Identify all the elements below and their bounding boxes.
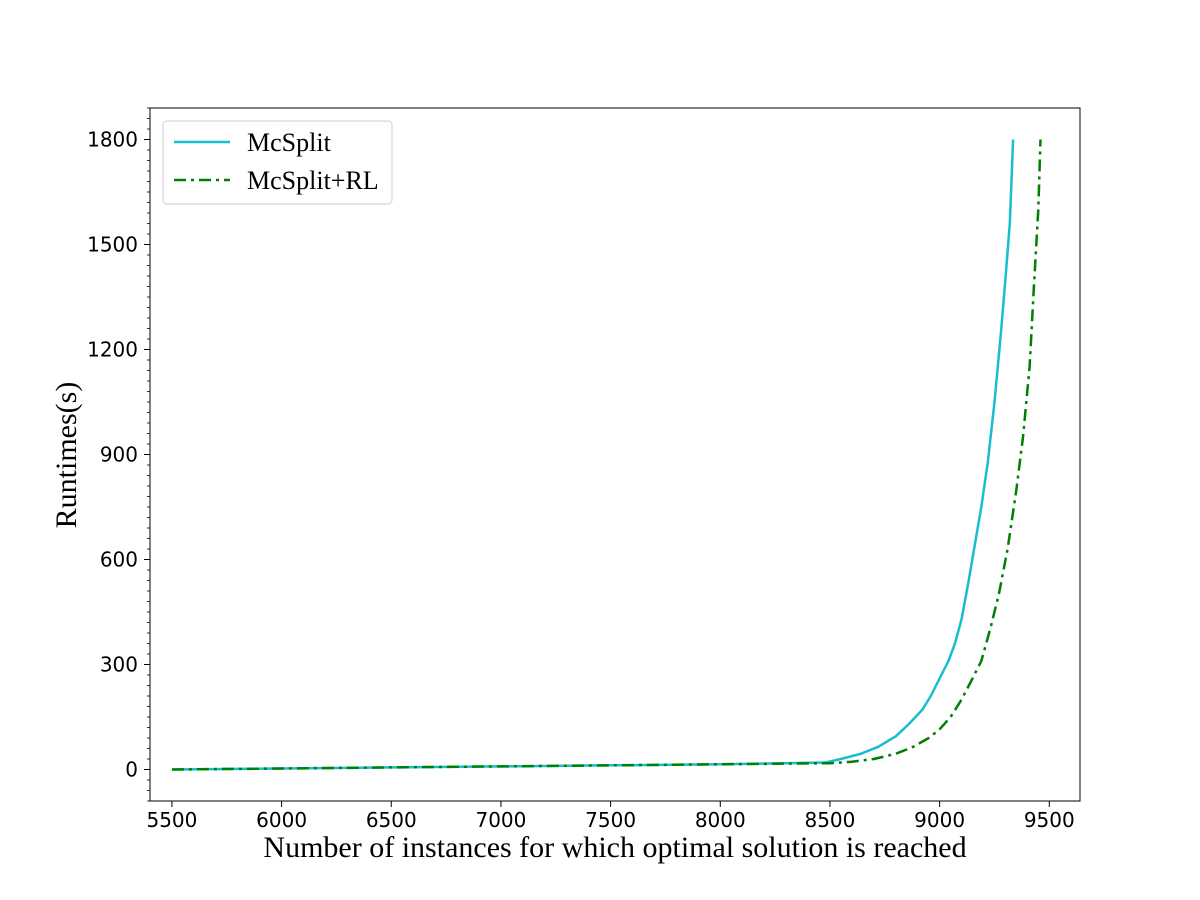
x-tick-label: 6500 (366, 808, 417, 832)
x-tick-label: 8500 (804, 808, 855, 832)
y-tick-label: 0 (125, 758, 138, 782)
x-axis-ticks: 5500 6000 6500 7000 7500 8000 8500 9000 9500 (146, 801, 1075, 832)
y-axis-title: Runtimes(s) (50, 382, 83, 529)
plot-lines (171, 139, 1042, 771)
legend: McSplit McSplit+RL (162, 120, 393, 205)
x-tick-label: 7500 (585, 808, 636, 832)
x-tick-label: 9500 (1024, 808, 1075, 832)
x-tick-label: 5500 (146, 808, 197, 832)
y-tick-label: 1800 (87, 128, 138, 152)
y-tick-label: 900 (100, 443, 138, 467)
x-tick-label: 6000 (256, 808, 307, 832)
y-tick-label: 1200 (87, 338, 138, 362)
plot-frame (149, 107, 1081, 802)
series-line-mcsplit (171, 139, 1015, 771)
legend-label-mcsplit-rl: McSplit+RL (247, 166, 379, 195)
x-tick-label: 7000 (475, 808, 526, 832)
y-axis-minor-ticks (147, 107, 150, 802)
legend-label-mcsplit: McSplit (247, 128, 332, 157)
x-tick-label: 9000 (914, 808, 965, 832)
y-tick-label: 300 (100, 653, 138, 677)
y-tick-label: 1500 (87, 233, 138, 257)
x-tick-label: 8000 (695, 808, 746, 832)
series-line-mcsplit-rl (171, 139, 1042, 771)
y-axis-ticks: 0 300 600 900 1200 1500 1800 (87, 128, 150, 782)
y-tick-label: 600 (100, 548, 138, 572)
x-axis-title: Number of instances for which optimal so… (263, 831, 966, 864)
